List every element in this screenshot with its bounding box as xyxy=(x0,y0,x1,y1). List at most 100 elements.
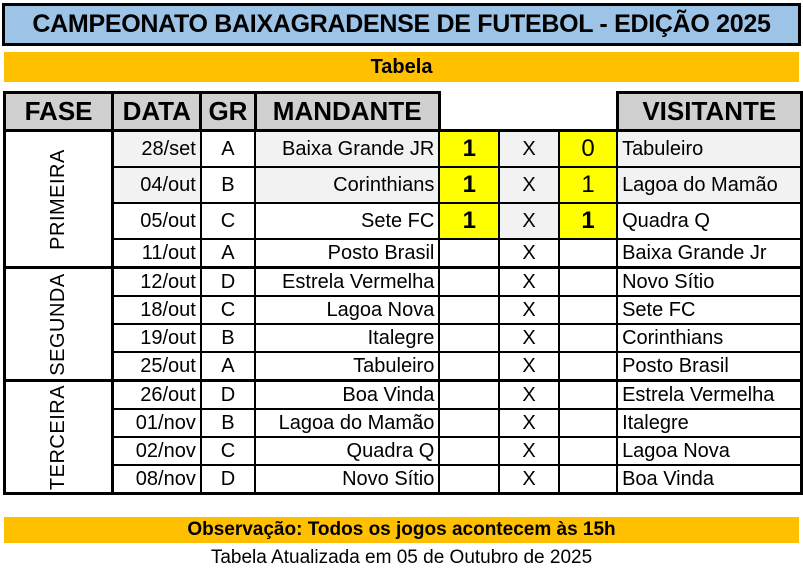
date-cell: 02/nov xyxy=(111,436,202,466)
score-cell: 1 xyxy=(438,129,501,168)
phase-label: TERCEIRA xyxy=(47,384,70,490)
away-team-cell: Novo Sítio xyxy=(616,266,803,297)
away-team-cell: Italegre xyxy=(616,408,803,438)
score-cell xyxy=(438,436,501,466)
table-row: 02/nov C Quadra Q X Lagoa Nova xyxy=(5,436,803,466)
score-cell xyxy=(557,436,619,466)
group-cell: B xyxy=(199,408,257,438)
group-cell: A xyxy=(199,129,257,168)
score-cell xyxy=(438,408,501,438)
group-cell: C xyxy=(199,436,257,466)
table-row: 04/out B Corinthians 1 X 1 Lagoa do Mamão xyxy=(5,166,803,204)
date-cell: 18/out xyxy=(111,295,202,325)
away-team-cell: Lagoa Nova xyxy=(616,436,803,466)
versus-cell: X xyxy=(498,323,560,353)
score-cell xyxy=(438,464,501,495)
away-team-cell: Posto Brasil xyxy=(616,351,803,382)
group-cell: C xyxy=(199,202,257,240)
table-row: 11/out A Posto Brasil X Baixa Grande Jr xyxy=(5,238,803,269)
home-team-cell: Estrela Vermelha xyxy=(254,266,441,297)
score-cell xyxy=(438,238,501,269)
away-team-cell: Baixa Grande Jr xyxy=(616,238,803,269)
score-cell: 1 xyxy=(557,202,619,240)
home-team-cell: Sete FC xyxy=(254,202,441,240)
date-cell: 01/nov xyxy=(111,408,202,438)
phase-label: PRIMEIRA xyxy=(47,148,70,250)
versus-cell: X xyxy=(498,436,560,466)
phase-cell: SEGUNDA xyxy=(2,266,115,382)
home-team-cell: Boa Vinda xyxy=(254,379,441,410)
home-team-cell: Tabuleiro xyxy=(254,351,441,382)
score-cell xyxy=(557,323,619,353)
date-cell: 04/out xyxy=(111,166,202,204)
score-cell xyxy=(557,379,619,410)
score-cell xyxy=(438,379,501,410)
home-team-cell: Corinthians xyxy=(254,166,441,204)
score-cell xyxy=(557,295,619,325)
table-row: 08/nov D Novo Sítio X Boa Vinda xyxy=(5,464,803,495)
score-cell xyxy=(557,351,619,382)
versus-cell: X xyxy=(498,379,560,410)
header-data: DATA xyxy=(111,91,203,132)
group-cell: D xyxy=(199,464,257,495)
table-row: 19/out B Italegre X Corinthians xyxy=(5,323,803,353)
table-row: 18/out C Lagoa Nova X Sete FC xyxy=(5,295,803,325)
score-cell xyxy=(438,295,501,325)
group-cell: B xyxy=(199,166,257,204)
date-cell: 08/nov xyxy=(111,464,202,495)
score-cell xyxy=(557,408,619,438)
score-cell xyxy=(557,266,619,297)
versus-cell: X xyxy=(498,238,560,269)
versus-cell: X xyxy=(498,408,560,438)
group-cell: D xyxy=(199,379,257,410)
header-mandante: MANDANTE xyxy=(253,91,441,132)
away-team-cell: Lagoa do Mamão xyxy=(616,166,803,204)
group-cell: A xyxy=(199,351,257,382)
table-row: 01/nov B Lagoa do Mamão X Italegre xyxy=(5,408,803,438)
updated-note: Tabela Atualizada em 05 de Outubro de 20… xyxy=(210,547,593,568)
home-team-cell: Novo Sítio xyxy=(254,464,441,495)
score-cell xyxy=(438,351,501,382)
home-team-cell: Italegre xyxy=(254,323,441,353)
table-row: 25/out A Tabuleiro X Posto Brasil xyxy=(5,351,803,382)
score-cell: 0 xyxy=(557,129,619,168)
versus-cell: X xyxy=(498,351,560,382)
date-cell: 25/out xyxy=(111,351,202,382)
table-row: TERCEIRA 26/out D Boa Vinda X Estrela Vermelh… xyxy=(2,379,803,495)
date-cell: 19/out xyxy=(111,323,202,353)
date-cell: 05/out xyxy=(111,202,202,240)
score-cell: 1 xyxy=(438,202,501,240)
header-score-blank xyxy=(437,92,619,132)
away-team-cell: Corinthians xyxy=(616,323,803,353)
score-cell xyxy=(557,238,619,269)
away-team-cell: Estrela Vermelha xyxy=(616,379,803,410)
date-cell: 28/set xyxy=(111,129,202,168)
table-row: PRIMEIRA 28/set A Baixa Grande JR 1 X 0 Tabulei… xyxy=(2,129,803,269)
score-cell: 1 xyxy=(557,166,619,204)
away-team-cell: Sete FC xyxy=(616,295,803,325)
group-cell: C xyxy=(199,295,257,325)
date-cell: 11/out xyxy=(111,238,202,269)
home-team-cell: Posto Brasil xyxy=(254,238,441,269)
away-team-cell: Boa Vinda xyxy=(616,464,803,495)
phase-cell: PRIMEIRA xyxy=(2,129,115,269)
away-team-cell: Quadra Q xyxy=(616,202,803,240)
group-cell: D xyxy=(199,266,257,297)
match-table: FASE DATA GR MANDANTE VISITANTE PRIMEIRA… xyxy=(2,91,803,495)
header-gr: GR xyxy=(199,91,257,132)
score-cell: 1 xyxy=(438,166,501,204)
score-cell xyxy=(557,464,619,495)
score-cell xyxy=(438,323,501,353)
versus-cell: X xyxy=(498,295,560,325)
versus-cell: X xyxy=(498,166,560,204)
observation-banner: Observação: Todos os jogos acontecem às … xyxy=(4,517,799,543)
away-team-cell: Tabuleiro xyxy=(616,129,803,168)
score-cell xyxy=(438,266,501,297)
date-cell: 12/out xyxy=(111,266,202,297)
header-fase: FASE xyxy=(2,91,115,132)
versus-cell: X xyxy=(498,202,560,240)
group-cell: A xyxy=(199,238,257,269)
home-team-cell: Baixa Grande JR xyxy=(254,129,441,168)
phase-label: SEGUNDA xyxy=(47,272,70,376)
versus-cell: X xyxy=(498,464,560,495)
